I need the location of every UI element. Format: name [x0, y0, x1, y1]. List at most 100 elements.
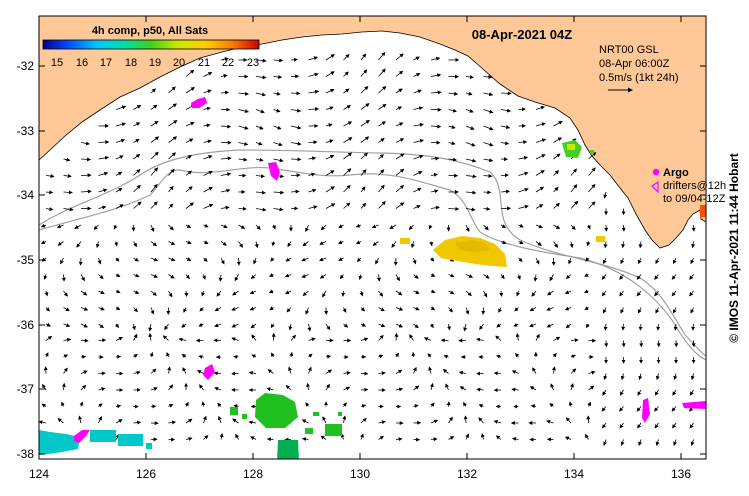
current-arrow: [448, 273, 455, 278]
current-arrow: [360, 103, 370, 110]
current-arrow: [306, 382, 311, 391]
current-arrow: [601, 290, 607, 297]
current-arrow: [249, 306, 257, 311]
current-arrow: [691, 323, 696, 331]
current-arrow: [442, 369, 449, 374]
current-arrow: [429, 241, 434, 247]
current-arrow: [587, 401, 591, 407]
credit-label: © IMOS 11-Apr-2021 11:44 Hobart: [727, 153, 741, 343]
current-arrow: [255, 157, 264, 162]
lat-label: -33: [17, 124, 35, 138]
current-arrow: [220, 188, 231, 193]
current-arrow: [430, 257, 435, 262]
current-arrow: [255, 109, 265, 114]
current-arrow: [63, 290, 68, 297]
current-arrow: [39, 420, 47, 425]
current-arrow: [430, 156, 440, 161]
current-arrow: [305, 224, 309, 233]
current-arrow: [535, 105, 545, 110]
current-arrow: [203, 170, 213, 176]
current-arrow: [654, 422, 659, 429]
current-arrow: [413, 154, 424, 160]
lat-label: -37: [17, 382, 35, 396]
current-arrow: [133, 333, 138, 341]
current-arrow: [203, 155, 213, 160]
current-arrow: [535, 224, 543, 229]
argo-legend-line2: to 09/04-12Z: [663, 193, 726, 205]
current-arrow: [219, 433, 224, 440]
current-arrow: [198, 322, 204, 327]
current-arrow: [98, 338, 107, 343]
colorbar-tick: 19: [149, 57, 161, 69]
current-arrow: [465, 142, 476, 147]
current-arrow: [80, 307, 89, 311]
current-arrow: [673, 373, 678, 381]
current-arrow: [273, 142, 283, 147]
current-arrow: [518, 187, 529, 193]
current-arrow: [80, 370, 88, 375]
current-arrow: [255, 92, 266, 97]
current-arrow: [63, 190, 73, 195]
current-arrow: [689, 274, 694, 280]
current-arrow: [338, 224, 344, 229]
current-arrow: [203, 203, 214, 209]
current-arrow: [378, 307, 385, 312]
current-arrow: [513, 322, 519, 327]
current-arrow: [168, 224, 174, 231]
current-arrow: [307, 323, 312, 332]
current-arrow: [535, 138, 547, 143]
current-arrow: [150, 104, 158, 110]
current-arrow: [220, 90, 230, 95]
current-arrow: [203, 139, 212, 144]
current-arrow: [465, 109, 474, 113]
current-arrow: [430, 205, 440, 210]
argo-legend-title: Argo: [663, 167, 689, 179]
current-arrow: [150, 224, 155, 233]
current-arrow: [360, 69, 368, 77]
current-arrow: [168, 384, 174, 391]
current-arrow: [654, 406, 659, 412]
lon-label: 134: [564, 467, 584, 481]
current-arrow: [671, 290, 677, 297]
current-arrow: [203, 223, 209, 228]
current-arrow: [203, 123, 211, 128]
current-arrow: [133, 273, 140, 278]
current-arrow: [80, 323, 89, 328]
current-arrow: [535, 170, 545, 176]
current-arrow: [476, 387, 484, 392]
current-arrow: [360, 53, 367, 61]
current-arrow: [413, 385, 420, 391]
current-arrow: [185, 138, 194, 143]
current-arrow: [448, 416, 453, 424]
current-arrow: [568, 401, 573, 407]
current-arrow: [273, 207, 284, 212]
colorbar-tick: 23: [247, 57, 259, 69]
current-arrow: [319, 241, 327, 245]
current-arrow: [360, 322, 367, 327]
current-arrow: [535, 241, 542, 246]
current-arrow: [168, 86, 176, 94]
current-arrow: [553, 202, 560, 209]
current-arrow: [273, 108, 281, 113]
current-arrow: [185, 274, 190, 280]
current-arrow: [430, 402, 435, 407]
current-arrow: [529, 323, 537, 328]
current-arrow: [63, 157, 71, 162]
current-arrow: [185, 257, 192, 261]
current-arrow: [531, 290, 537, 297]
current-arrow: [115, 187, 123, 193]
current-arrow: [342, 402, 347, 407]
lat-label: -32: [17, 59, 35, 73]
current-arrow: [98, 188, 108, 193]
current-arrow: [198, 354, 204, 359]
current-arrow: [325, 186, 335, 193]
current-arrow: [337, 240, 344, 245]
current-arrow: [689, 389, 694, 396]
current-arrow: [181, 323, 187, 328]
current-arrow: [378, 103, 387, 110]
current-arrow: [569, 241, 574, 249]
current-arrow: [164, 323, 169, 331]
current-arrow: [269, 306, 274, 311]
current-arrow: [343, 371, 351, 376]
current-arrow: [413, 122, 424, 127]
